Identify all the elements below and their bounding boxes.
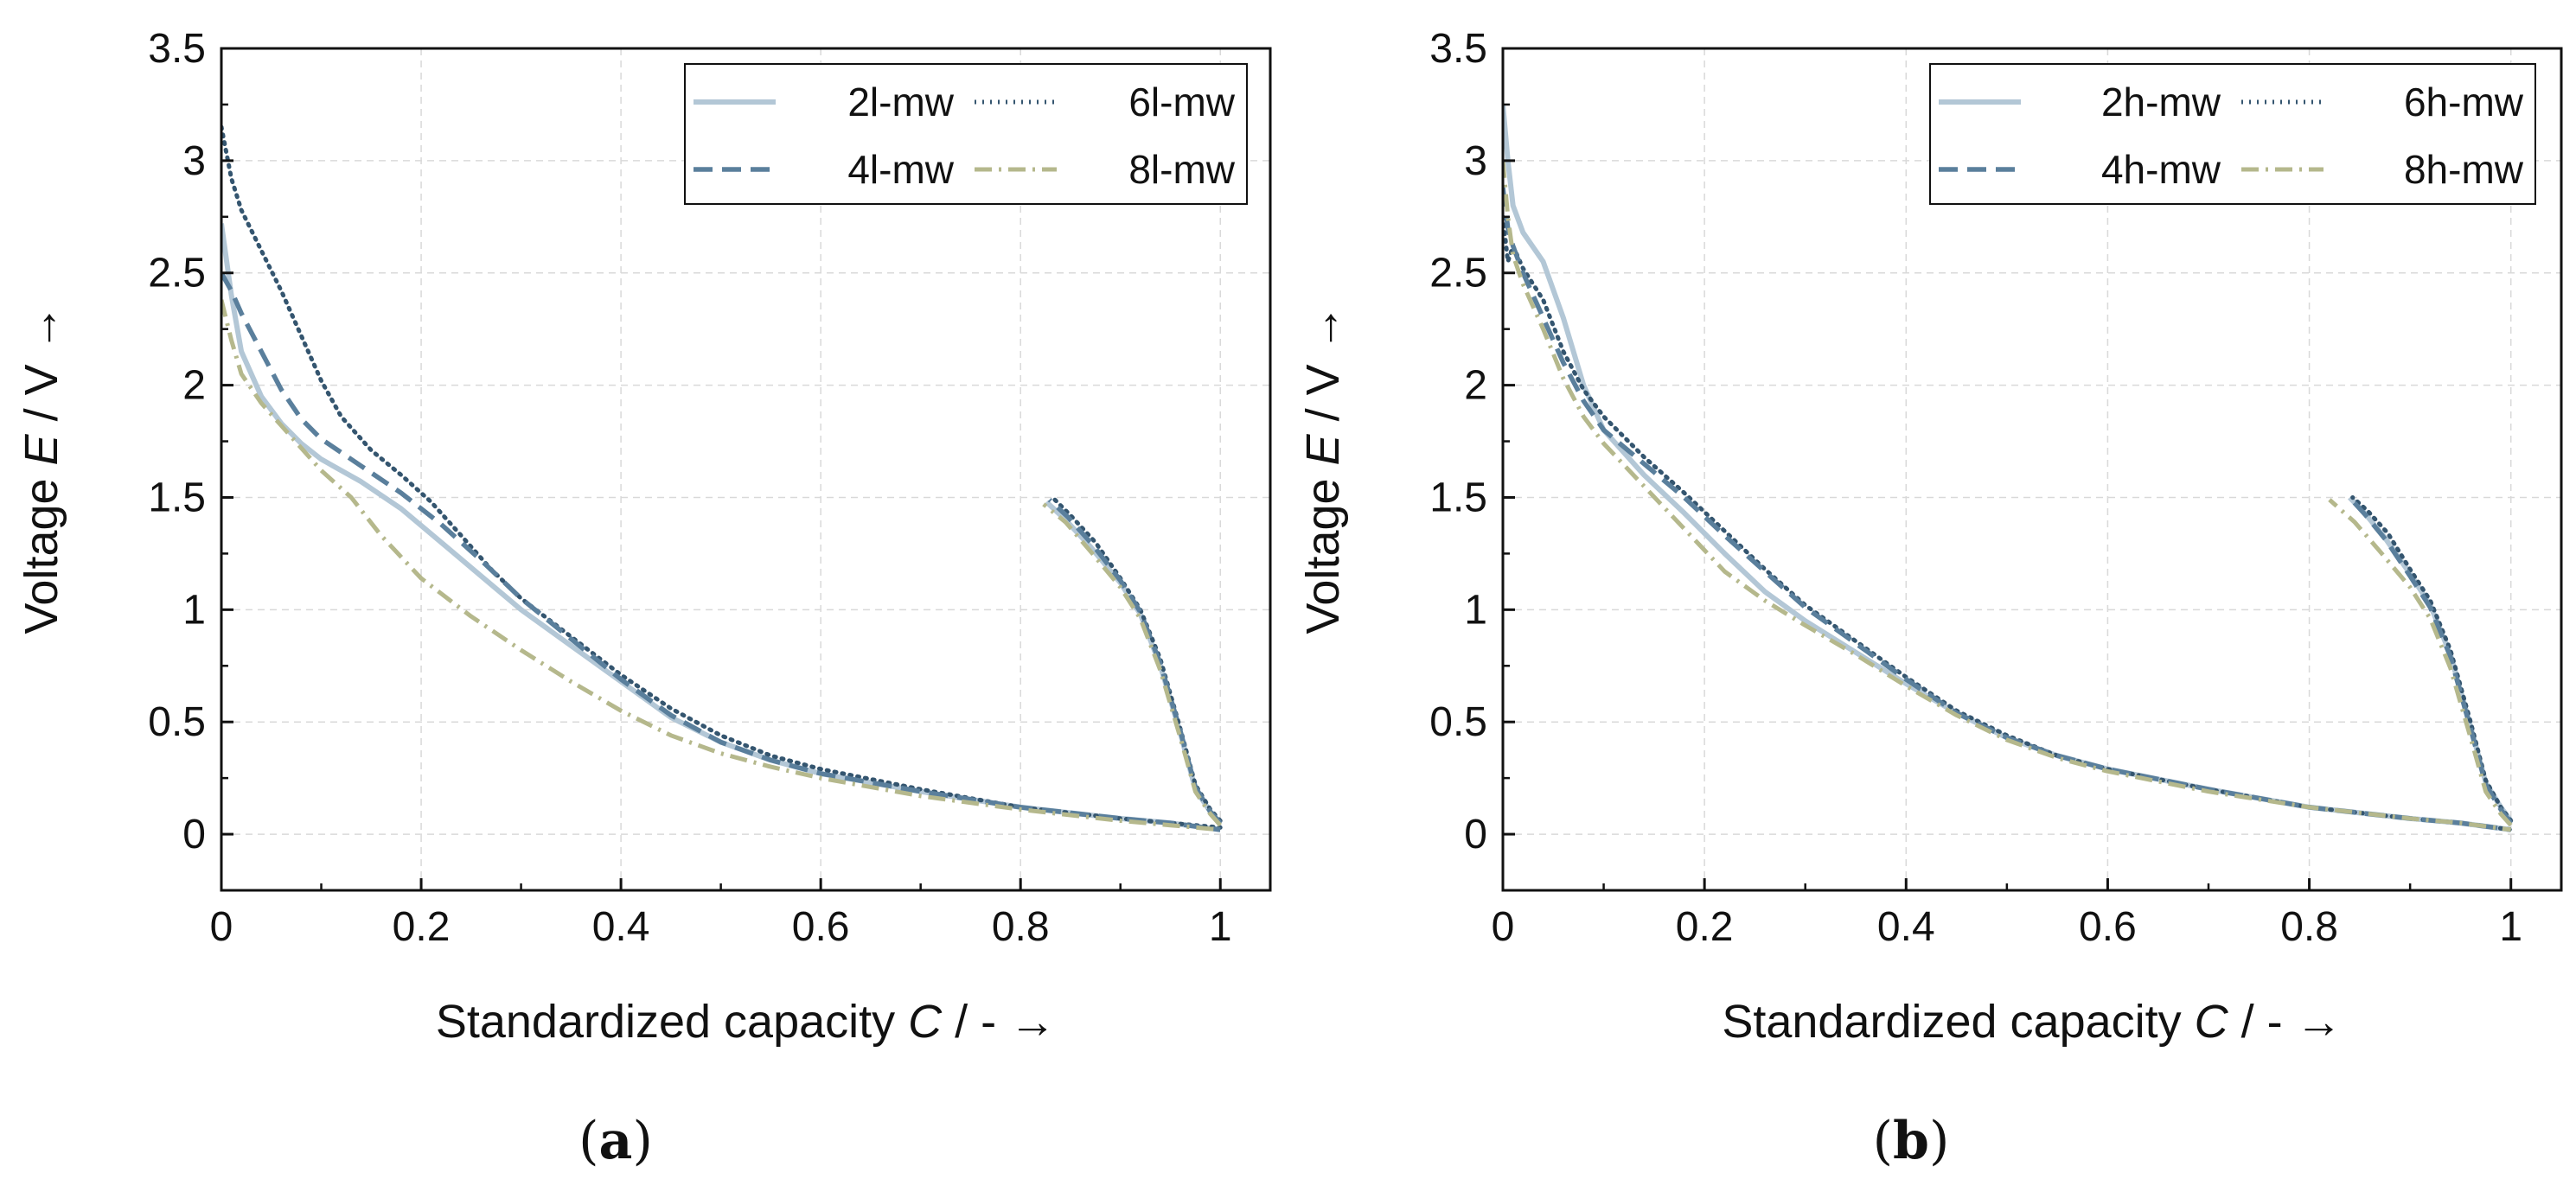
panel-label-open: ( bbox=[578, 1111, 598, 1171]
y-axis-title-prefix: Voltage bbox=[16, 465, 67, 634]
x-axis-title-prefix: Standardized capacity bbox=[1722, 996, 2194, 1048]
legend: 2h-mw 6h-mw 4h-mw 8h-mw bbox=[1929, 63, 2536, 205]
x-tick-label: 0.2 bbox=[393, 904, 451, 950]
y-tick-label: 1.5 bbox=[148, 475, 206, 520]
y-axis-title-suffix: / V → bbox=[16, 304, 67, 434]
series-lines bbox=[221, 124, 1223, 832]
x-axis-title-prefix: Standardized capacity bbox=[436, 996, 908, 1048]
legend-label-6l-mw: 6l-mw bbox=[1128, 80, 1235, 124]
plot-frame bbox=[1501, 47, 2563, 892]
y-tick-label: 0 bbox=[1464, 812, 1487, 857]
x-axis-title-suffix: / - → bbox=[2228, 996, 2343, 1048]
legend-label-4l-mw: 4l-mw bbox=[847, 147, 954, 192]
panel-label: (a) bbox=[578, 1111, 653, 1171]
x-tick-label: 0.6 bbox=[792, 904, 850, 950]
y-axis-title-symbol: E bbox=[1297, 433, 1349, 465]
ticks: 0 0.2 0.4 0.6 0.8 1 0 0.5 1 1.5 2 2.5 3 3.5 bbox=[1429, 26, 2522, 950]
y-tick-label: 3 bbox=[1464, 138, 1487, 184]
chart-panel-b: 0 0.2 0.4 0.6 0.8 1 0 0.5 1 1.5 2 2.5 3 3.5 Standardiz… bbox=[1297, 26, 2563, 1171]
x-tick-label: 1 bbox=[2499, 904, 2522, 950]
ticks: 0 0.2 0.4 0.6 0.8 1 0 0.5 1 1.5 2 2.5 3 3.5 bbox=[148, 26, 1231, 950]
x-tick-label: 0.6 bbox=[2079, 904, 2137, 950]
y-tick-label: 0.5 bbox=[148, 699, 206, 745]
x-tick-label: 0.4 bbox=[1877, 904, 1935, 950]
y-tick-label: 2.5 bbox=[148, 251, 206, 296]
x-axis-title-symbol: C bbox=[908, 996, 943, 1048]
y-tick-label: 3.5 bbox=[148, 26, 206, 72]
y-axis-title: Voltage E / V → bbox=[1297, 304, 1349, 634]
y-tick-label: 3 bbox=[182, 138, 206, 184]
series-line-8h-mw-discharge bbox=[1503, 160, 2512, 832]
x-tick-label: 1 bbox=[1209, 904, 1232, 950]
series-line-4h-mw-discharge bbox=[1503, 187, 2512, 832]
legend-label-2l-mw: 2l-mw bbox=[847, 80, 954, 124]
series-line-6l-mw-charge bbox=[1050, 495, 1223, 823]
x-tick-label: 0.2 bbox=[1676, 904, 1734, 950]
x-axis-title: Standardized capacity C / - → bbox=[1722, 996, 2342, 1048]
x-tick-label: 0 bbox=[210, 904, 233, 950]
y-tick-label: 2.5 bbox=[1429, 251, 1487, 296]
x-tick-label: 0.8 bbox=[992, 904, 1050, 950]
panel-label: (b) bbox=[1873, 1111, 1950, 1171]
y-tick-label: 3.5 bbox=[1429, 26, 1487, 72]
series-line-2l-mw-discharge bbox=[221, 223, 1221, 832]
series-line-8l-mw-discharge bbox=[221, 299, 1221, 832]
legend-label-6h-mw: 6h-mw bbox=[2404, 80, 2524, 124]
legend-label-2h-mw: 2h-mw bbox=[2101, 80, 2221, 124]
x-axis-title: Standardized capacity C / - → bbox=[436, 996, 1056, 1048]
panel-label-close: ) bbox=[632, 1111, 652, 1171]
y-tick-label: 0 bbox=[182, 812, 206, 857]
legend: 2l-mw 6l-mw 4l-mw 8l-mw bbox=[684, 63, 1248, 205]
y-axis-title-prefix: Voltage bbox=[1297, 465, 1349, 634]
panel-label-letter: a bbox=[599, 1111, 633, 1171]
series-line-4h-mw-charge bbox=[2349, 498, 2513, 825]
x-tick-label: 0.4 bbox=[592, 904, 650, 950]
panel-label-close: ) bbox=[1929, 1111, 1949, 1171]
legend-label-4h-mw: 4h-mw bbox=[2101, 147, 2221, 192]
y-tick-label: 1 bbox=[1464, 587, 1487, 633]
y-tick-label: 2 bbox=[182, 363, 206, 409]
legend-box bbox=[1929, 63, 2536, 205]
y-tick-label: 1.5 bbox=[1429, 475, 1487, 520]
legend-label-8l-mw: 8l-mw bbox=[1128, 147, 1235, 192]
x-tick-label: 0.8 bbox=[2280, 904, 2338, 950]
chart-panel-a: 0 0.2 0.4 0.6 0.8 1 0 0.5 1 1.5 2 2.5 3 3.5 Standardiz… bbox=[16, 26, 1272, 1171]
series-line-4l-mw-charge bbox=[1047, 498, 1223, 825]
x-tick-label: 0 bbox=[1492, 904, 1515, 950]
legend-label-8h-mw: 8h-mw bbox=[2404, 147, 2524, 192]
y-tick-label: 1 bbox=[182, 587, 206, 633]
y-tick-label: 0.5 bbox=[1429, 699, 1487, 745]
series-lines bbox=[1503, 104, 2514, 832]
x-axis-title-suffix: / - → bbox=[942, 996, 1056, 1048]
series-line-4l-mw-discharge bbox=[221, 271, 1221, 832]
y-axis-title-suffix: / V → bbox=[1297, 304, 1349, 434]
gridlines bbox=[221, 48, 1270, 890]
x-axis-title-symbol: C bbox=[2195, 996, 2229, 1048]
y-axis-title: Voltage E / V → bbox=[16, 304, 67, 634]
y-axis-title-symbol: E bbox=[16, 433, 67, 465]
plot-frame bbox=[220, 47, 1272, 892]
panel-label-open: ( bbox=[1873, 1111, 1893, 1171]
legend-box bbox=[684, 63, 1248, 205]
panel-label-letter: b bbox=[1893, 1111, 1929, 1171]
y-tick-label: 2 bbox=[1464, 363, 1487, 409]
